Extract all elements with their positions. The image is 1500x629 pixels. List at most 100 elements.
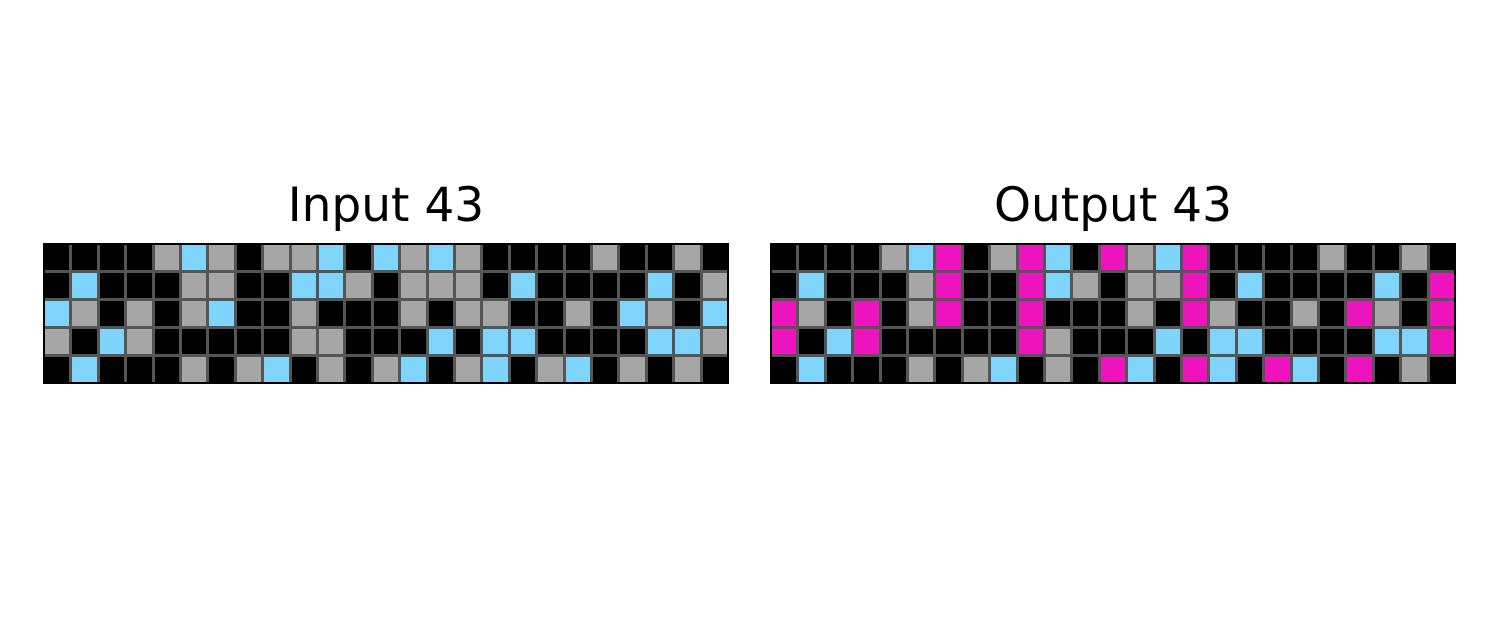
grid-cell <box>291 357 316 382</box>
grid-cell <box>991 357 1016 382</box>
grid-cell <box>1155 357 1180 382</box>
grid-cell <box>1374 329 1400 354</box>
grid-cell <box>565 357 590 382</box>
grid-cell <box>455 301 481 326</box>
grid-cell <box>1265 357 1290 382</box>
grid-cell <box>772 273 797 298</box>
grid-cell <box>1128 301 1153 326</box>
grid-cell <box>1073 329 1098 354</box>
grid-cell <box>264 245 289 270</box>
grid-cell <box>209 273 234 298</box>
grid-cell <box>428 329 453 354</box>
grid-cell <box>346 273 371 298</box>
grid-cell <box>99 357 125 382</box>
grid-cell <box>881 301 906 326</box>
grid-cell <box>647 245 673 270</box>
grid-cell <box>127 329 152 354</box>
grid-cell <box>963 273 989 298</box>
grid-cell <box>1128 357 1153 382</box>
grid-cell <box>1402 301 1427 326</box>
grid-cell <box>510 273 536 298</box>
grid-cell <box>881 245 906 270</box>
grid-cell <box>1210 329 1235 354</box>
grid-cell <box>675 245 700 270</box>
grid-cell <box>1045 301 1071 326</box>
grid-cell <box>1319 329 1345 354</box>
grid-cell <box>483 301 508 326</box>
grid-cell <box>373 357 399 382</box>
grid-cell <box>991 245 1016 270</box>
grid-cell <box>1265 329 1290 354</box>
output-title: Output 43 <box>993 178 1232 233</box>
grid-cell <box>72 245 97 270</box>
grid-cell <box>1237 245 1263 270</box>
grid-cell <box>428 245 453 270</box>
grid-cell <box>428 273 453 298</box>
grid-cell <box>1100 329 1126 354</box>
grid-cell <box>991 301 1016 326</box>
grid-cell <box>1237 357 1263 382</box>
grid-cell <box>826 301 852 326</box>
grid-cell <box>510 301 536 326</box>
grid-cell <box>99 273 125 298</box>
grid-cell <box>1347 357 1372 382</box>
grid-cell <box>291 245 316 270</box>
grid-cell <box>702 245 727 270</box>
grid-cell <box>1210 301 1235 326</box>
grid-cell <box>1155 273 1180 298</box>
grid-cell <box>647 273 673 298</box>
grid-cell <box>702 301 727 326</box>
grid-cell <box>936 245 961 270</box>
grid-cell <box>1045 273 1071 298</box>
grid-cell <box>1292 329 1317 354</box>
grid-cell <box>318 357 344 382</box>
grid-cell <box>991 329 1016 354</box>
input-grid <box>43 243 729 384</box>
grid-cell <box>1402 357 1427 382</box>
grid-cell <box>620 273 645 298</box>
grid-cell <box>1073 245 1098 270</box>
grid-cell <box>264 301 289 326</box>
grid-cell <box>881 273 906 298</box>
grid-cell <box>318 301 344 326</box>
grid-cell <box>565 301 590 326</box>
grid-cell <box>1374 245 1400 270</box>
grid-cell <box>1265 301 1290 326</box>
grid-cell <box>881 357 906 382</box>
grid-cell <box>647 357 673 382</box>
grid-cell <box>799 245 824 270</box>
grid-cell <box>45 329 70 354</box>
grid-cell <box>772 357 797 382</box>
grid-cell <box>963 329 989 354</box>
grid-cell <box>291 329 316 354</box>
grid-cell <box>908 301 934 326</box>
grid-cell <box>675 273 700 298</box>
grid-cell <box>620 329 645 354</box>
grid-cell <box>1073 357 1098 382</box>
grid-cell <box>154 329 179 354</box>
grid-cell <box>854 329 879 354</box>
grid-cell <box>373 329 399 354</box>
grid-cell <box>72 357 97 382</box>
grid-cell <box>799 301 824 326</box>
grid-cell <box>99 329 125 354</box>
grid-cell <box>1347 245 1372 270</box>
grid-cell <box>702 329 727 354</box>
grid-cell <box>236 273 262 298</box>
grid-cell <box>483 329 508 354</box>
grid-cell <box>401 357 426 382</box>
grid-cell <box>181 245 207 270</box>
grid-cell <box>209 357 234 382</box>
grid-cell <box>1402 245 1427 270</box>
grid-cell <box>1100 273 1126 298</box>
grid-cell <box>264 329 289 354</box>
grid-cell <box>1018 357 1043 382</box>
grid-cell <box>99 301 125 326</box>
grid-cell <box>1182 301 1208 326</box>
grid-cell <box>592 245 618 270</box>
grid-cell <box>154 357 179 382</box>
grid-cell <box>538 245 563 270</box>
grid-cell <box>72 329 97 354</box>
grid-cell <box>1210 273 1235 298</box>
grid-cell <box>72 301 97 326</box>
